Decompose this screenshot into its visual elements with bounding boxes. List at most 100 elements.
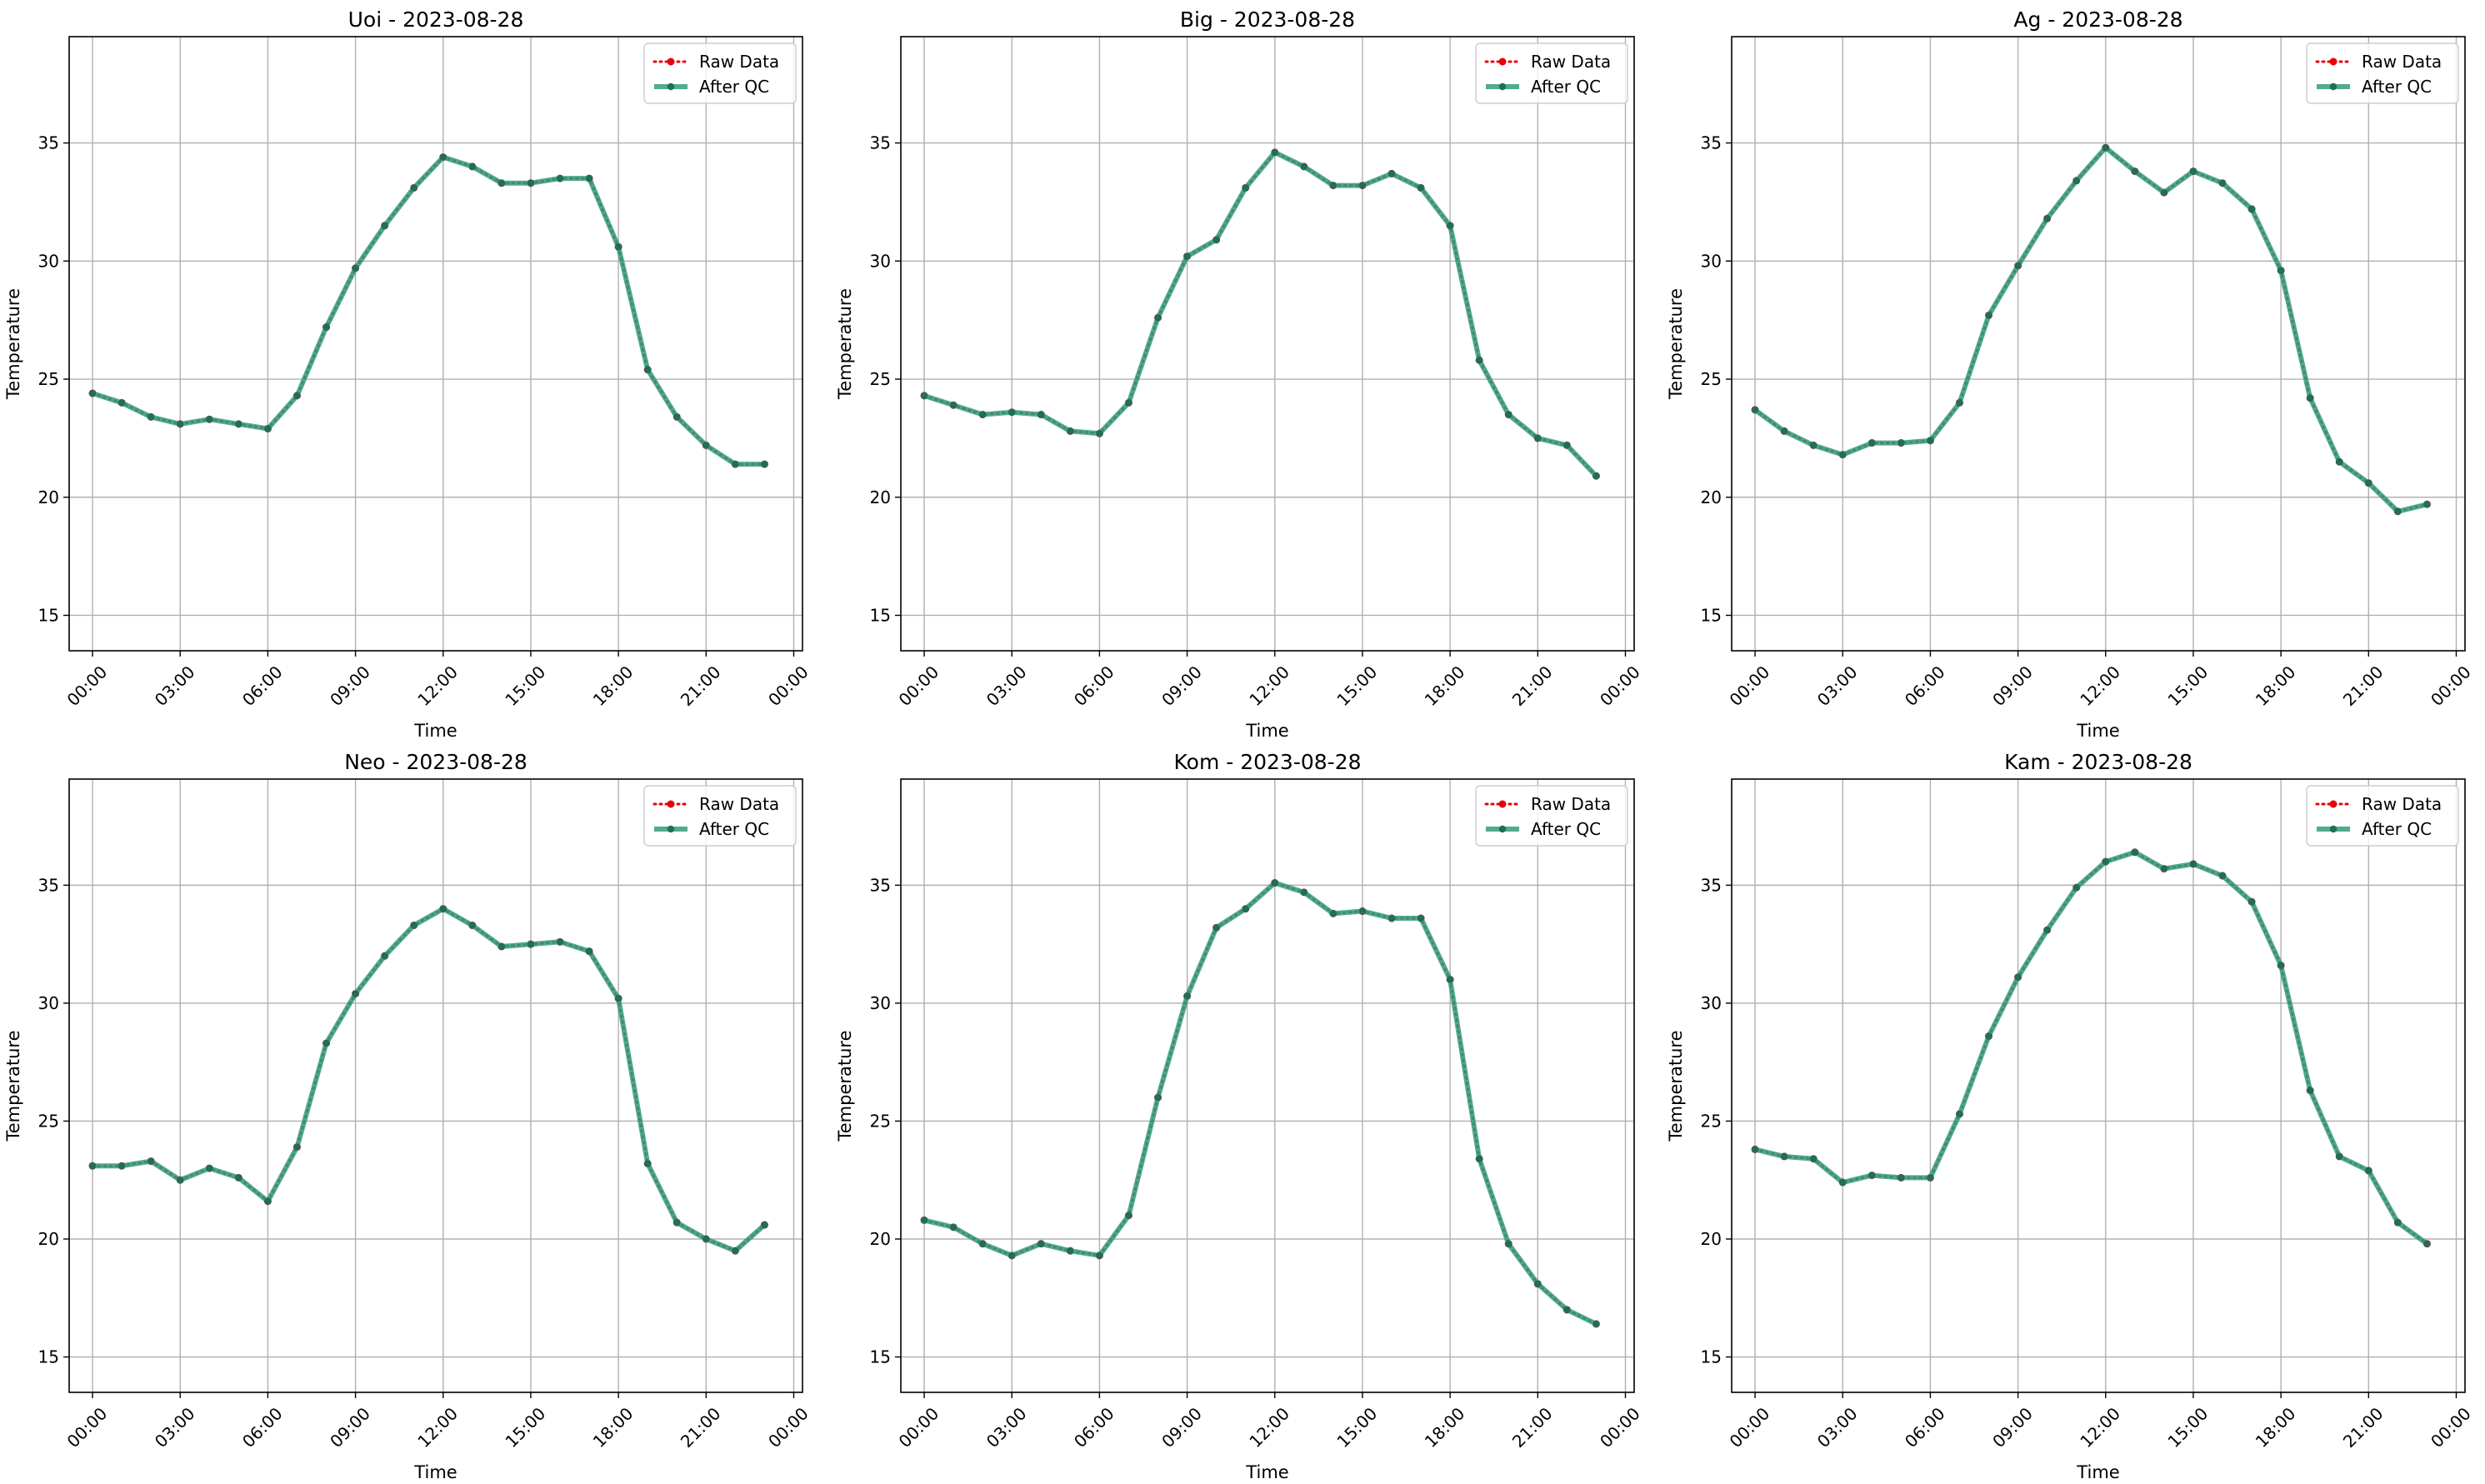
data-point-after-qc — [88, 1162, 97, 1170]
legend-marker-raw — [667, 57, 675, 66]
data-point-after-qc — [1329, 910, 1338, 917]
data-point-after-qc — [1008, 1252, 1016, 1260]
y-axis-label: Temperature — [1666, 288, 1686, 400]
y-axis-label: Temperature — [835, 1030, 855, 1142]
data-point-after-qc — [1809, 442, 1818, 449]
y-tick-label: 20 — [1701, 487, 1722, 507]
data-point-after-qc — [761, 460, 768, 468]
data-point-after-qc — [1927, 437, 1934, 444]
data-point-after-qc — [468, 162, 477, 171]
data-point-after-qc — [2072, 884, 2080, 892]
legend-label-after-qc: After QC — [699, 819, 769, 839]
x-tick-label: 03:00 — [982, 1403, 1031, 1452]
data-point-after-qc — [1388, 914, 1396, 922]
x-tick-label: 15:00 — [502, 1403, 550, 1452]
x-tick-label: 21:00 — [2339, 662, 2388, 710]
x-tick-label: 03:00 — [151, 662, 199, 710]
data-point-after-qc — [1839, 1178, 1847, 1187]
data-point-after-qc — [2102, 857, 2109, 866]
x-tick-label: 12:00 — [1245, 662, 1293, 710]
subplot-title: Kom - 2023-08-28 — [1174, 750, 1362, 774]
data-point-after-qc — [2218, 872, 2227, 880]
y-axis-label: Temperature — [1666, 1030, 1686, 1142]
x-tick-label: 00:00 — [1726, 662, 1774, 710]
data-point-after-qc — [264, 1197, 272, 1205]
legend-label-after-qc: After QC — [2362, 77, 2432, 97]
legend-marker-after-qc — [667, 82, 675, 91]
data-point-after-qc — [2131, 848, 2139, 856]
data-point-after-qc — [702, 1235, 710, 1243]
x-tick-label: 00:00 — [1726, 1403, 1774, 1452]
y-tick-label: 30 — [870, 993, 891, 1013]
data-point-after-qc — [235, 1174, 242, 1182]
data-point-after-qc — [118, 399, 126, 407]
data-point-after-qc — [527, 179, 535, 187]
data-point-after-qc — [1096, 1252, 1103, 1260]
legend-label-after-qc: After QC — [1531, 77, 1601, 97]
legend: Raw Data After QC — [643, 785, 797, 847]
data-point-after-qc — [1212, 236, 1220, 243]
x-tick-label: 18:00 — [589, 662, 638, 710]
data-point-after-qc — [1839, 451, 1847, 458]
data-point-after-qc — [1271, 879, 1278, 887]
data-point-after-qc — [1985, 1032, 1992, 1040]
legend-label-raw: Raw Data — [1531, 794, 1611, 814]
data-point-after-qc — [978, 411, 987, 418]
data-point-after-qc — [1271, 148, 1278, 157]
x-tick-label: 15:00 — [502, 662, 550, 710]
data-point-after-qc — [1008, 408, 1016, 416]
y-tick-label: 20 — [38, 1229, 59, 1249]
x-tick-label: 00:00 — [895, 662, 943, 710]
x-tick-label: 18:00 — [2252, 662, 2300, 710]
y-tick-label: 15 — [870, 605, 891, 625]
subplot-3: 15 20 25 30 35 00:00 03:00 06:00 09:00 12:00 15:00… — [1666, 7, 2475, 741]
subplot-title: Neo - 2023-08-28 — [344, 750, 528, 774]
data-point-after-qc — [1563, 442, 1571, 449]
legend-marker-after-qc — [2329, 825, 2338, 833]
data-point-after-qc — [381, 222, 388, 229]
x-tick-label: 21:00 — [2339, 1403, 2388, 1452]
data-point-after-qc — [1329, 182, 1338, 189]
x-tick-label: 12:00 — [1245, 1403, 1293, 1452]
data-point-after-qc — [556, 938, 564, 946]
legend-label-raw: Raw Data — [2362, 52, 2442, 72]
data-point-after-qc — [322, 323, 330, 331]
y-tick-label: 30 — [1701, 993, 1722, 1013]
x-tick-label: 09:00 — [1988, 1403, 2037, 1452]
subplot-2: 15 20 25 30 35 00:00 03:00 06:00 09:00 12:00 15:00… — [835, 7, 1644, 741]
x-tick-label: 00:00 — [2427, 662, 2475, 710]
data-point-after-qc — [1534, 1280, 1542, 1287]
y-tick-label: 15 — [1701, 1347, 1722, 1367]
subplot-title: Big - 2023-08-28 — [1180, 7, 1355, 32]
series-line-raw — [922, 151, 1598, 477]
x-tick-label: 21:00 — [677, 1403, 725, 1452]
data-point-after-qc — [352, 990, 359, 997]
legend-marker-raw — [2329, 800, 2338, 808]
y-tick-label: 25 — [870, 369, 891, 389]
legend-marker-after-qc — [667, 825, 675, 833]
x-tick-label: 09:00 — [326, 1403, 374, 1452]
y-axis-label: Temperature — [835, 288, 855, 400]
x-tick-label: 00:00 — [63, 1403, 112, 1452]
series-line-raw — [1753, 146, 2428, 513]
data-point-after-qc — [264, 425, 272, 432]
data-point-after-qc — [1125, 1212, 1132, 1219]
data-point-after-qc — [2102, 144, 2109, 152]
x-tick-label: 21:00 — [677, 662, 725, 710]
data-point-after-qc — [643, 366, 652, 373]
y-tick-label: 30 — [1701, 251, 1722, 271]
x-tick-label: 06:00 — [1901, 1403, 1949, 1452]
data-point-after-qc — [1751, 406, 1759, 414]
data-point-after-qc — [1212, 924, 1220, 932]
data-point-after-qc — [439, 905, 447, 912]
legend: Raw Data After QC — [2306, 785, 2459, 847]
data-point-after-qc — [498, 179, 506, 187]
y-tick-label: 15 — [1701, 605, 1722, 625]
x-tick-label: 15:00 — [1333, 1403, 1382, 1452]
data-point-after-qc — [1868, 1172, 1876, 1179]
y-tick-label: 35 — [1701, 133, 1722, 153]
data-point-after-qc — [1183, 992, 1191, 1000]
legend-label-raw: Raw Data — [2362, 794, 2442, 814]
data-point-after-qc — [949, 1223, 958, 1232]
y-tick-label: 20 — [870, 1229, 891, 1249]
